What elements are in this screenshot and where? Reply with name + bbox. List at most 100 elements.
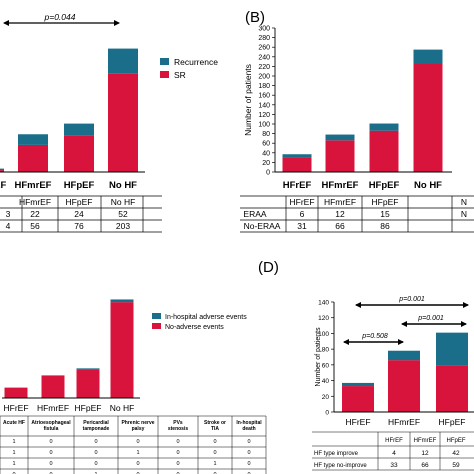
x-tick-label: HFmrEF <box>388 417 420 427</box>
y-tick-label: 240 <box>258 54 270 61</box>
table-header: HFrEF <box>289 197 314 207</box>
bar-bottom <box>369 130 399 172</box>
y-tick-label: 60 <box>322 362 330 369</box>
legend-label: SR <box>174 70 186 80</box>
table-header: HFpEF <box>66 197 93 207</box>
bar-top <box>64 123 94 136</box>
p-value-annotation: p=0.044 <box>44 12 76 22</box>
table-header: HFrEF <box>385 438 403 444</box>
panel-b: (B) 0 20 40 60 80 100 120 140 160 180 200 220 240 260 2… <box>240 9 474 233</box>
panel-label: (B) <box>245 9 265 26</box>
legend-label: In-hospital adverse events <box>165 314 247 321</box>
bar-bottom <box>413 63 443 172</box>
table-cell: 33 <box>390 462 398 469</box>
table-cell: 0 <box>49 472 52 474</box>
x-tick-label: No HF <box>109 180 137 191</box>
bar-top <box>436 332 468 366</box>
legend-swatch <box>152 313 161 319</box>
y-tick-label: 220 <box>258 64 270 71</box>
bar-bottom <box>108 73 138 172</box>
legend-label: Recurrence <box>174 57 218 67</box>
table-cell: 6 <box>300 209 305 219</box>
bar-top <box>110 299 134 303</box>
y-tick-label: 60 <box>262 141 270 148</box>
x-tick-label: HFmrEF <box>322 180 359 191</box>
table-cell: 0 <box>49 450 52 456</box>
bar-bottom <box>282 157 312 172</box>
panel-d: (D) 0 20 40 60 80 100 120 140 Number of patients H… <box>258 259 474 471</box>
y-tick-label: 280 <box>258 35 270 42</box>
table-row-label: ERAA <box>243 209 266 219</box>
y-tick-label: 140 <box>318 300 329 307</box>
p-value-annotation: p=0.508 <box>361 333 388 340</box>
table-header-line: tamponade <box>83 426 110 432</box>
x-tick-label: HFmrEF <box>37 403 69 413</box>
p-value-annotation: p=0.001 <box>417 315 444 322</box>
y-tick-label: 0 <box>325 410 329 417</box>
table-header-line: Phrenic nerve <box>121 420 154 426</box>
x-tick-label: HFrEF <box>3 403 28 413</box>
table-cell: 0 <box>176 472 179 474</box>
bar-bottom <box>18 144 48 172</box>
bar-bottom <box>388 360 420 412</box>
table-cell: 12 <box>335 209 345 219</box>
bar-top <box>413 49 443 64</box>
y-tick-label: 80 <box>262 131 270 138</box>
y-tick-label: 120 <box>318 315 329 322</box>
table-cell: 0 <box>12 472 15 474</box>
table-header-line: Pericardial <box>83 420 109 426</box>
bar-bottom <box>325 140 355 172</box>
table-cell: 12 <box>421 450 429 457</box>
table-header: HFmrEF <box>19 197 51 207</box>
x-tick-label: HFrEF <box>0 180 6 191</box>
table-cell: 0 <box>94 439 97 445</box>
bar-top <box>282 154 312 158</box>
legend-swatch <box>160 58 169 65</box>
table-cell: 0 <box>136 461 139 467</box>
table-header-line: Atrioesophageal <box>31 420 71 426</box>
table-cell: 42 <box>452 450 460 457</box>
y-tick-label: 180 <box>258 83 270 90</box>
table-header: Acute HF <box>3 420 25 426</box>
table-cell: 3 <box>6 209 11 219</box>
bar-bottom <box>76 369 100 398</box>
table-cell: 0 <box>94 461 97 467</box>
bar-top <box>388 350 420 361</box>
table-cell: 0 <box>176 450 179 456</box>
table-header: In-hospital death <box>236 420 262 432</box>
bar-bottom <box>110 302 134 398</box>
x-tick-label: HFmrEF <box>15 180 52 191</box>
table-cell: 0 <box>136 472 139 474</box>
table-cell: 22 <box>30 209 40 219</box>
table-cell: 0 <box>94 450 97 456</box>
y-tick-label: 0 <box>266 170 270 177</box>
table-cell: 0 <box>49 439 52 445</box>
table-header: N <box>461 197 467 207</box>
x-tick-label: HFrEF <box>345 417 370 427</box>
table-cell: 0 <box>213 450 216 456</box>
x-tick-label: No HF <box>110 403 135 413</box>
y-axis-title: Number of patients <box>243 64 253 136</box>
table-cell: 0 <box>247 439 250 445</box>
y-axis-title: Number of patients <box>315 327 322 387</box>
panel-label: (D) <box>258 259 279 276</box>
y-tick-label: 40 <box>262 150 270 157</box>
table-cell: 66 <box>421 462 429 469</box>
table-cell: 24 <box>74 209 84 219</box>
table-cell: 59 <box>452 462 460 469</box>
table-cell: 0 <box>49 461 52 467</box>
table-cell: 0 <box>247 472 250 474</box>
bar-bottom <box>342 386 374 412</box>
table-header: No HF <box>111 197 136 207</box>
x-tick-label: HFrEF <box>283 180 312 191</box>
table-header: HFpEF <box>372 197 399 207</box>
y-tick-label: 80 <box>322 347 330 354</box>
y-tick-label: 260 <box>258 45 270 52</box>
table-cell: 0 <box>213 472 216 474</box>
table-cell: 1 <box>213 461 216 467</box>
panel-a: HFrEF HFmrEF HFpEF No HF p=0.044 Recurrence SR… <box>0 12 218 233</box>
table-cell: 15 <box>380 209 390 219</box>
table-cell: 66 <box>335 221 345 231</box>
table-cell: 1 <box>12 439 15 445</box>
